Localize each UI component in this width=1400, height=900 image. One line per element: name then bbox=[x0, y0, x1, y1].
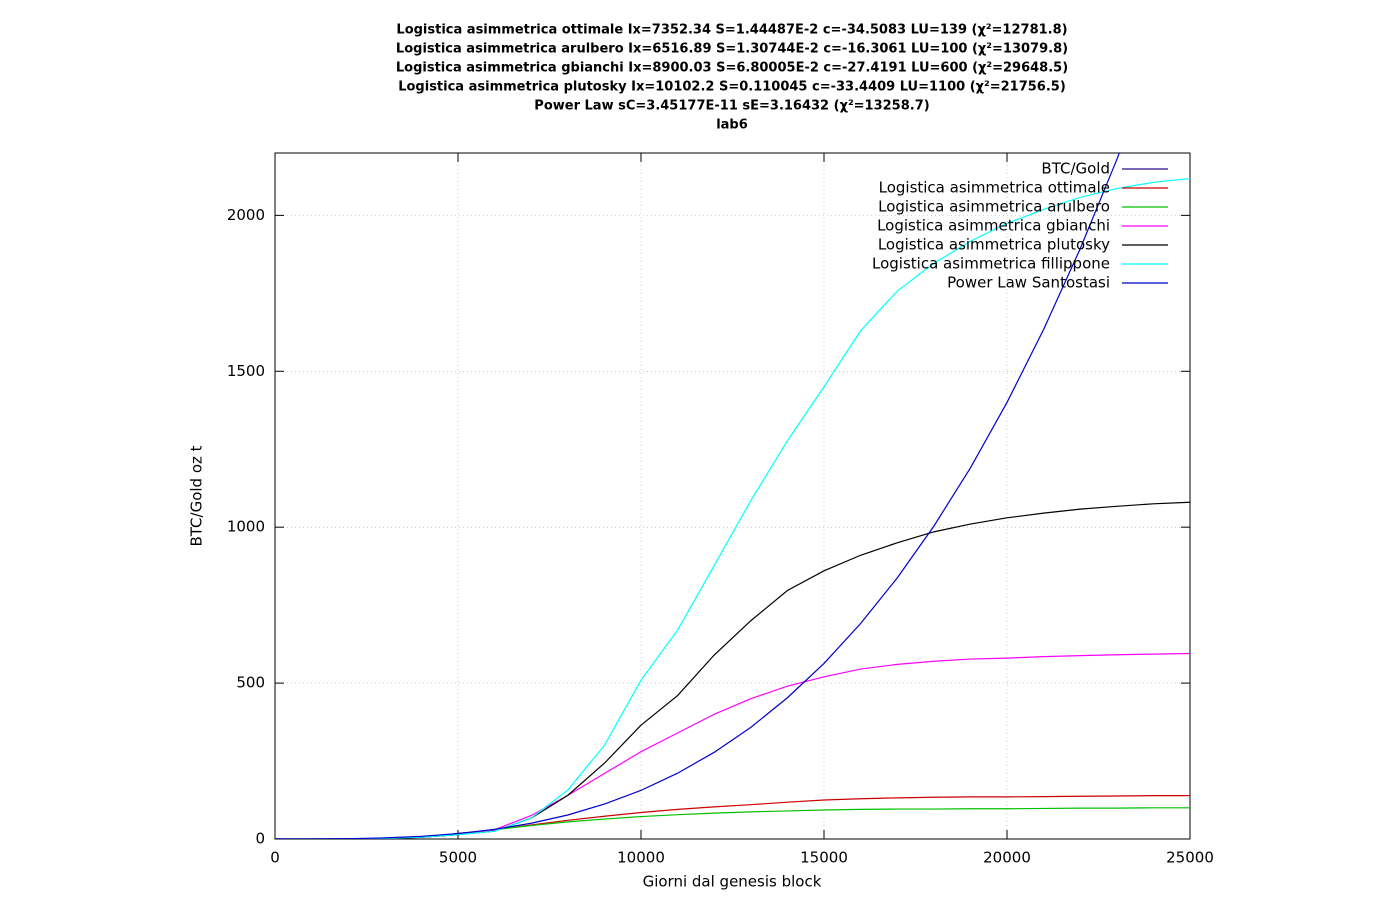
legend-label: BTC/Gold bbox=[1041, 160, 1110, 178]
legend-label: Logistica asimmetrica fillippone bbox=[872, 255, 1110, 273]
legend-label: Logistica asimmetrica plutosky bbox=[878, 236, 1110, 254]
y-tick-label: 0 bbox=[255, 830, 265, 848]
x-tick-label: 0 bbox=[270, 849, 280, 867]
x-tick-label: 25000 bbox=[1166, 849, 1214, 867]
x-axis-label: Giorni dal genesis block bbox=[643, 873, 822, 891]
x-tick-label: 5000 bbox=[439, 849, 477, 867]
chart-title: Logistica asimmetrica gbianchi Ix=8900.0… bbox=[396, 61, 1068, 76]
chart-title: lab6 bbox=[716, 118, 748, 133]
x-tick-label: 15000 bbox=[800, 849, 848, 867]
y-tick-label: 1500 bbox=[227, 362, 265, 380]
legend-label: Logistica asimmetrica arulbero bbox=[878, 198, 1110, 216]
chart-title: Logistica asimmetrica arulbero Ix=6516.8… bbox=[396, 42, 1068, 57]
chart-title: Logistica asimmetrica ottimale Ix=7352.3… bbox=[396, 23, 1067, 38]
series-line bbox=[275, 153, 1120, 839]
x-tick-label: 10000 bbox=[617, 849, 665, 867]
legend-label: Logistica asimmetrica gbianchi bbox=[877, 217, 1110, 235]
chart-title: Power Law sC=3.45177E-11 sE=3.16432 (χ²=… bbox=[534, 99, 929, 114]
series-line bbox=[275, 177, 1190, 839]
plot-area bbox=[275, 153, 1190, 839]
plot-frame bbox=[274, 152, 1191, 840]
legend-label: Power Law Santostasi bbox=[947, 274, 1110, 292]
chart-title: Logistica asimmetrica plutosky Ix=10102.… bbox=[398, 80, 1066, 95]
legend-label: Logistica asimmetrica ottimale bbox=[879, 179, 1110, 197]
y-tick-label: 1000 bbox=[227, 518, 265, 536]
x-tick-label: 20000 bbox=[983, 849, 1031, 867]
y-tick-label: 2000 bbox=[227, 206, 265, 224]
y-axis-label: BTC/Gold oz t bbox=[188, 445, 206, 546]
y-tick-label: 500 bbox=[236, 674, 265, 692]
